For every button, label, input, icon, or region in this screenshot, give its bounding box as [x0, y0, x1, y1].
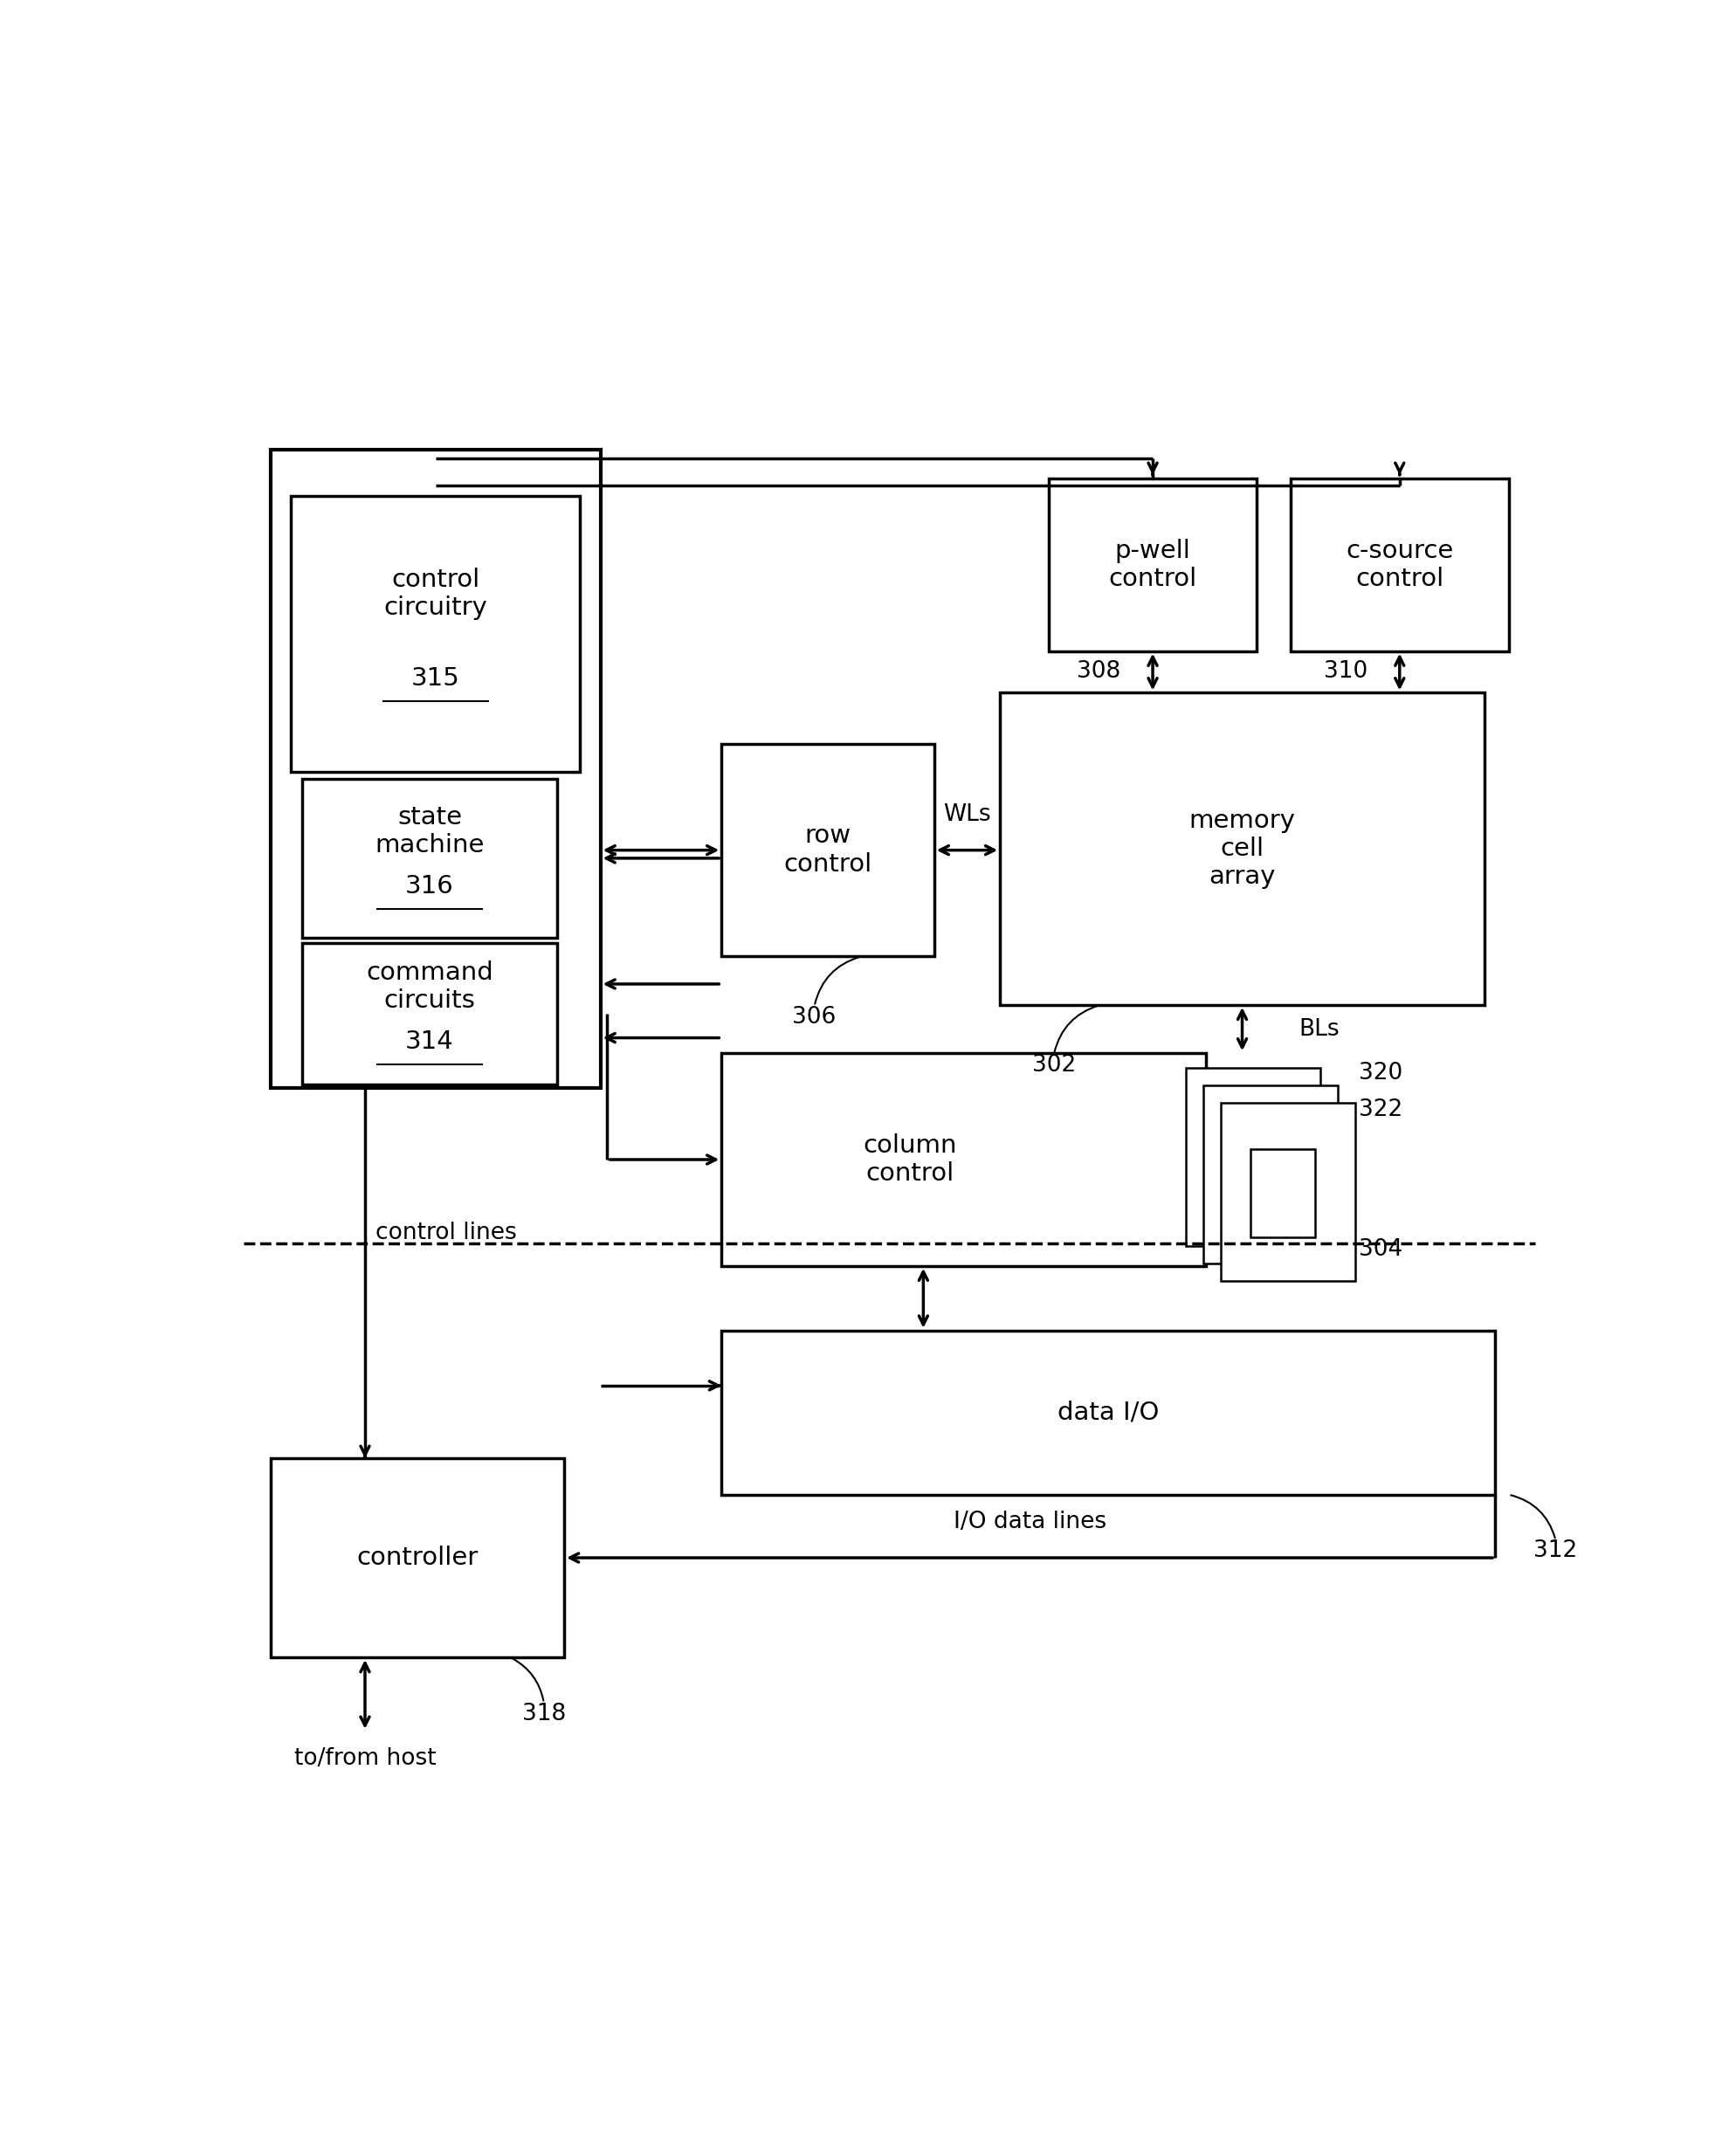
Bar: [1049, 478, 1257, 651]
Bar: [292, 496, 580, 771]
Bar: [302, 778, 557, 937]
Text: column
control: column control: [863, 1134, 957, 1185]
Text: 308: 308: [1076, 662, 1121, 683]
Text: controller: controller: [356, 1545, 477, 1571]
Bar: [722, 1054, 1207, 1265]
Text: 318: 318: [523, 1702, 566, 1726]
Text: control lines: control lines: [375, 1222, 517, 1243]
Bar: [1000, 692, 1484, 1004]
Text: 312: 312: [1533, 1539, 1578, 1562]
Text: I/O data lines: I/O data lines: [953, 1511, 1106, 1534]
Text: 315: 315: [411, 666, 460, 692]
Bar: [722, 743, 934, 957]
Bar: [1186, 1069, 1321, 1246]
Text: 302: 302: [1031, 1054, 1076, 1078]
Text: control
circuitry: control circuitry: [384, 567, 488, 621]
Text: 316: 316: [404, 875, 453, 899]
Bar: [1250, 1149, 1314, 1237]
Text: 314: 314: [404, 1030, 453, 1054]
Bar: [302, 944, 557, 1084]
Bar: [271, 448, 601, 1088]
Text: p-well
control: p-well control: [1109, 539, 1196, 590]
Text: BLs: BLs: [1299, 1017, 1340, 1041]
Bar: [1203, 1086, 1338, 1263]
Text: 304: 304: [1359, 1239, 1403, 1261]
Text: 322: 322: [1359, 1099, 1403, 1121]
Bar: [722, 1330, 1495, 1496]
Text: WLs: WLs: [943, 804, 991, 825]
Text: memory
cell
array: memory cell array: [1189, 808, 1295, 890]
Text: data I/O: data I/O: [1057, 1401, 1160, 1424]
Bar: [1220, 1103, 1356, 1280]
Text: 306: 306: [792, 1006, 837, 1028]
Text: 310: 310: [1325, 662, 1368, 683]
Text: row
control: row control: [783, 823, 871, 877]
Bar: [1290, 478, 1509, 651]
Text: to/from host: to/from host: [293, 1748, 436, 1769]
Text: c-source
control: c-source control: [1345, 539, 1453, 590]
Text: command
circuits: command circuits: [366, 961, 493, 1013]
Bar: [271, 1459, 564, 1657]
Text: state
machine: state machine: [375, 806, 484, 858]
Text: 320: 320: [1359, 1062, 1403, 1084]
